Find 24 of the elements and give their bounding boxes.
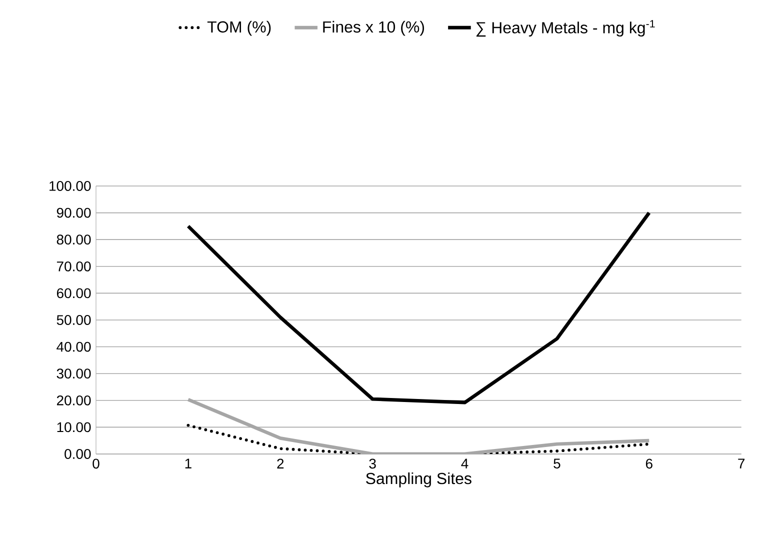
x-tick-label: 2 [277, 458, 284, 468]
y-tick-label: 40.00 [56, 342, 91, 352]
y-tick-label: 50.00 [56, 315, 91, 325]
y-tick-label: 60.00 [56, 288, 91, 298]
y-tick-label: 90.00 [56, 208, 91, 218]
x-tick-label: 0 [92, 458, 100, 469]
x-tick-label: 4 [461, 458, 468, 468]
line-series [186, 211, 651, 404]
y-tick-label: 100.00 [50, 181, 91, 191]
y-tick-label: 10.00 [57, 422, 91, 432]
x-tick-label: 6 [646, 458, 652, 469]
y-tick-label: 70.00 [56, 261, 91, 272]
x-tick-label: 1 [185, 458, 192, 468]
y-tick-label: 80.00 [56, 234, 91, 245]
y-tick-label: 0.00 [64, 449, 91, 459]
x-tick-label: 5 [554, 458, 560, 468]
y-tick-label: 20.00 [56, 395, 91, 406]
y-tick-label: 30.00 [56, 368, 91, 379]
legend-label: ∑ Heavy Metals - mg kg$^{-1}$ [476, 20, 655, 37]
legend-label: Fines x 10 (%) [323, 20, 424, 36]
x-axis-title: Sampling Sites [366, 472, 472, 488]
legend-label: TOM (%) [207, 20, 271, 36]
x-tick-label: 3 [369, 458, 376, 469]
x-tick-label: 7 [738, 458, 744, 468]
